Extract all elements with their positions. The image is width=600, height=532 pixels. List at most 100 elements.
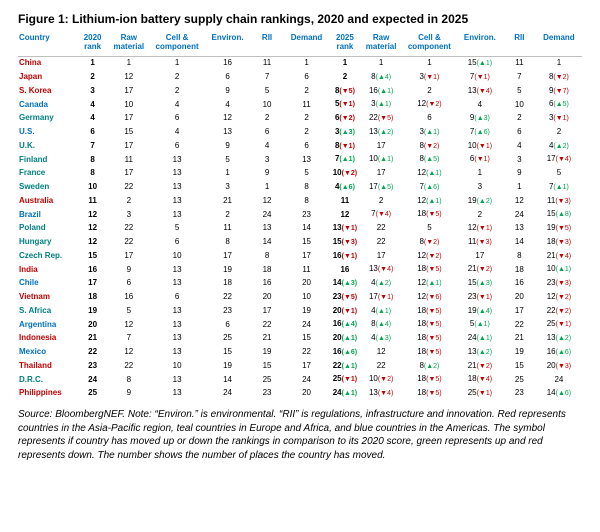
cell: 3(▼1) bbox=[536, 112, 582, 126]
cell: 8 bbox=[503, 249, 536, 263]
cell: 22 bbox=[360, 359, 402, 373]
cell: 7(▲6) bbox=[457, 125, 503, 139]
cell: 5 bbox=[205, 153, 251, 167]
cell: 8 bbox=[205, 235, 251, 249]
cell: 23(▼3) bbox=[536, 277, 582, 291]
cell: 14 bbox=[205, 373, 251, 387]
cell: 5(▲1) bbox=[457, 318, 503, 332]
table-row: Brazil1231322423127(▼4)18(▼5)22415(▲8) bbox=[18, 208, 582, 222]
cell: 17 bbox=[108, 249, 150, 263]
rank20-cell: 7 bbox=[77, 139, 108, 153]
cell: 16 bbox=[503, 277, 536, 291]
table-row: Chile1761318162014(▲3)4(▲2)12(▲1)15(▲3)1… bbox=[18, 277, 582, 291]
cell: 14 bbox=[284, 222, 330, 236]
rank25-cell: 16 bbox=[330, 263, 361, 277]
cell: 17 bbox=[108, 112, 150, 126]
cell: 24 bbox=[503, 208, 536, 222]
cell: 2 bbox=[402, 84, 457, 98]
country-cell: Philippines bbox=[18, 387, 77, 401]
cell: 13 bbox=[150, 263, 205, 277]
rank20-cell: 22 bbox=[77, 345, 108, 359]
rank25-cell: 2 bbox=[330, 70, 361, 84]
cell: 14(▲6) bbox=[536, 387, 582, 401]
country-cell: S. Africa bbox=[18, 304, 77, 318]
cell: 13(▲2) bbox=[360, 125, 402, 139]
cell: 15(▲1) bbox=[457, 56, 503, 70]
cell: 7 bbox=[251, 70, 284, 84]
rank20-cell: 8 bbox=[77, 153, 108, 167]
cell: 22 bbox=[284, 345, 330, 359]
rank25-cell: 13(▼1) bbox=[330, 222, 361, 236]
cell: 13 bbox=[150, 167, 205, 181]
cell: 4(▲2) bbox=[536, 139, 582, 153]
rank20-cell: 12 bbox=[77, 222, 108, 236]
cell: 16 bbox=[205, 56, 251, 70]
rank20-cell: 6 bbox=[77, 125, 108, 139]
cell: 12 bbox=[108, 318, 150, 332]
cell: 24(▲1) bbox=[457, 332, 503, 346]
cell: 18 bbox=[503, 263, 536, 277]
cell: 10(▲1) bbox=[536, 263, 582, 277]
rank25-cell: 5(▼1) bbox=[330, 98, 361, 112]
table-row: India169131918111613(▼4)18(▼5)21(▼2)1810… bbox=[18, 263, 582, 277]
cell: 6 bbox=[150, 139, 205, 153]
cell: 10 bbox=[150, 249, 205, 263]
cell: 23(▼1) bbox=[457, 290, 503, 304]
cell: 7(▼1) bbox=[457, 70, 503, 84]
cell: 10 bbox=[503, 98, 536, 112]
cell: 6 bbox=[251, 125, 284, 139]
cell: 2 bbox=[251, 112, 284, 126]
cell: 25(▼1) bbox=[457, 387, 503, 401]
cell: 6 bbox=[503, 125, 536, 139]
country-cell: Sweden bbox=[18, 180, 77, 194]
cell: 9 bbox=[251, 167, 284, 181]
table-row: Hungary122268141515(▼3)228(▼2)11(▼3)1418… bbox=[18, 235, 582, 249]
cell: 23 bbox=[284, 208, 330, 222]
cell: 16(▲6) bbox=[536, 345, 582, 359]
cell: 18(▼5) bbox=[402, 345, 457, 359]
cell: 7(▼4) bbox=[360, 208, 402, 222]
cell: 17 bbox=[360, 139, 402, 153]
country-cell: Poland bbox=[18, 222, 77, 236]
cell: 9 bbox=[205, 139, 251, 153]
rank25-cell: 16(▲4) bbox=[330, 318, 361, 332]
country-cell: Chile bbox=[18, 277, 77, 291]
cell: 12 bbox=[251, 194, 284, 208]
th-env20: Environ. bbox=[205, 32, 251, 56]
cell: 20 bbox=[284, 387, 330, 401]
cell: 13 bbox=[284, 153, 330, 167]
rank20-cell: 24 bbox=[77, 373, 108, 387]
cell: 21 bbox=[251, 332, 284, 346]
cell: 13 bbox=[205, 125, 251, 139]
header-row: Country 2020 rank Raw material Cell & co… bbox=[18, 32, 582, 56]
cell: 6 bbox=[150, 112, 205, 126]
cell: 12(▼2) bbox=[402, 249, 457, 263]
cell: 2 bbox=[360, 194, 402, 208]
cell: 8(▲4) bbox=[360, 318, 402, 332]
cell: 19 bbox=[205, 263, 251, 277]
cell: 25(▼1) bbox=[536, 318, 582, 332]
cell: 25 bbox=[503, 373, 536, 387]
rankings-table: Country 2020 rank Raw material Cell & co… bbox=[18, 32, 582, 400]
cell: 12(▲1) bbox=[402, 277, 457, 291]
cell: 4(▲2) bbox=[360, 277, 402, 291]
cell: 8(▲4) bbox=[360, 70, 402, 84]
country-cell: Japan bbox=[18, 70, 77, 84]
cell: 4 bbox=[205, 98, 251, 112]
cell: 2 bbox=[284, 112, 330, 126]
cell: 20(▼3) bbox=[536, 359, 582, 373]
cell: 11 bbox=[503, 56, 536, 70]
cell: 15 bbox=[205, 345, 251, 359]
th-dem20: Demand bbox=[284, 32, 330, 56]
rank20-cell: 1 bbox=[77, 56, 108, 70]
cell: 21(▼2) bbox=[457, 263, 503, 277]
cell: 11 bbox=[205, 222, 251, 236]
table-row: Indonesia2171325211520(▲1)4(▲3)18(▼5)24(… bbox=[18, 332, 582, 346]
cell: 9 bbox=[108, 263, 150, 277]
cell: 18(▼5) bbox=[402, 387, 457, 401]
cell: 1 bbox=[503, 180, 536, 194]
cell: 18(▼5) bbox=[402, 373, 457, 387]
cell: 4(▲3) bbox=[360, 332, 402, 346]
cell: 21(▼2) bbox=[457, 359, 503, 373]
cell: 2 bbox=[205, 208, 251, 222]
